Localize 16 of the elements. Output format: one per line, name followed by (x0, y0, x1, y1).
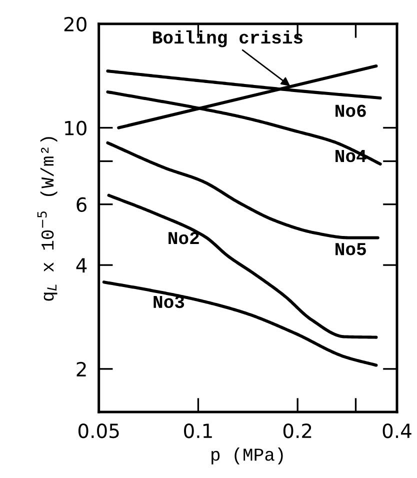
series-label: No6 (336, 104, 366, 117)
series-label: No3 (154, 296, 184, 308)
x-tick-label: 0.05 (78, 423, 119, 438)
y-tick-label: 4 (76, 258, 87, 272)
y-tick-label: 6 (76, 197, 86, 212)
annotation: Boiling crisis (153, 30, 302, 48)
series-label: No2 (168, 232, 199, 244)
text: q$_{L}$ x 10$^{−5}$ (W/m²) (37, 137, 58, 301)
x-tick-label: 0.4 (382, 423, 412, 438)
y-tick-label: 20 (64, 16, 86, 32)
y-tick-label: 10 (65, 120, 86, 136)
y-tick-label: 2 (76, 362, 86, 376)
series-label: No5 (336, 243, 366, 256)
x-axis-title: p (MPa) (212, 448, 283, 464)
x-tick-label: 0.2 (283, 423, 312, 438)
x-tick-label: 0.1 (184, 423, 212, 438)
